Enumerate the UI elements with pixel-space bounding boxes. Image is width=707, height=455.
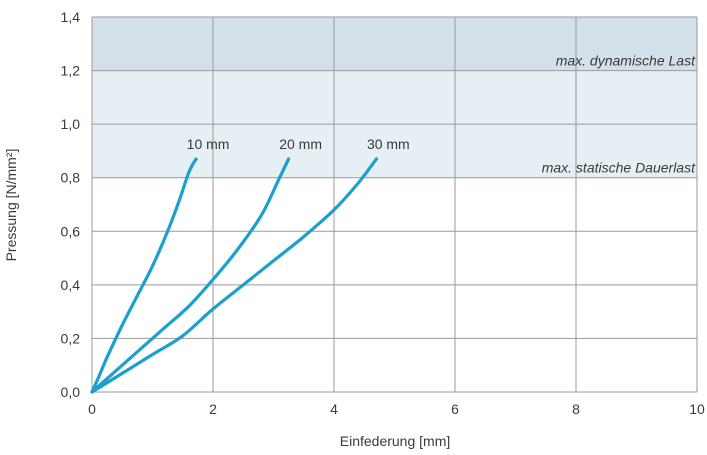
x-tick-label: 0 xyxy=(88,401,96,417)
x-tick-label: 4 xyxy=(330,401,338,417)
y-tick-label: 1,2 xyxy=(61,63,81,79)
series-label-1: 20 mm xyxy=(279,136,322,152)
y-axis-label: Pressung [N/mm²] xyxy=(3,149,19,262)
y-tick-label: 0,4 xyxy=(61,277,81,293)
series-label-2: 30 mm xyxy=(367,136,410,152)
y-tick-label: 0,0 xyxy=(61,384,81,400)
y-tick-label: 1,4 xyxy=(61,9,81,25)
y-tick-label: 0,2 xyxy=(61,330,81,346)
zone-label-0: max. dynamische Last xyxy=(556,53,696,69)
y-tick-label: 1,0 xyxy=(61,116,81,132)
series-line-1 xyxy=(90,157,291,394)
series-line-0 xyxy=(90,157,198,394)
y-tick-label: 0,6 xyxy=(61,223,81,239)
series-label-0: 10 mm xyxy=(187,136,230,152)
y-tick-label: 0,8 xyxy=(61,170,81,186)
series-line-2 xyxy=(90,157,378,394)
zone-band-0 xyxy=(92,17,697,71)
x-tick-label: 8 xyxy=(572,401,580,417)
x-axis-label: Einfederung [mm] xyxy=(340,433,451,449)
x-tick-label: 10 xyxy=(689,401,705,417)
zone-label-1: max. statische Dauerlast xyxy=(542,160,696,176)
x-tick-label: 6 xyxy=(451,401,459,417)
x-tick-label: 2 xyxy=(209,401,217,417)
